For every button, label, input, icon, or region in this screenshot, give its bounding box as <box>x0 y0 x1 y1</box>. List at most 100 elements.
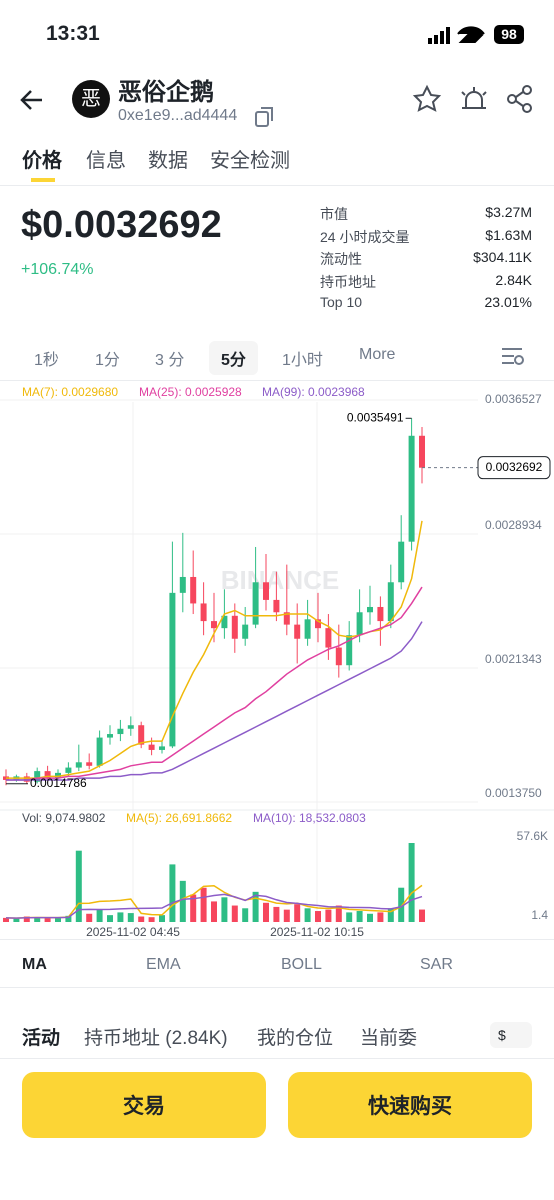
stat-value: $1.63M <box>485 226 532 243</box>
volume-bar <box>356 911 363 922</box>
volume-bar <box>263 902 269 922</box>
candle-body <box>86 762 93 766</box>
back-button[interactable] <box>18 86 46 114</box>
token-name: 恶俗企鹅 <box>118 79 214 106</box>
volume-bar <box>346 912 353 922</box>
volume-bar <box>117 912 124 922</box>
volume-bar <box>3 917 9 922</box>
copy-icon[interactable] <box>254 106 276 128</box>
interval[interactable]: 1小时 <box>282 352 323 369</box>
candle-body <box>200 603 207 622</box>
volume-bar <box>283 909 290 922</box>
volume-bar <box>335 905 342 922</box>
indicator[interactable]: SAR <box>420 956 453 973</box>
volume-bar <box>169 864 176 922</box>
stat-label: 流动性 <box>320 251 362 267</box>
interval[interactable]: 5分 <box>209 341 258 375</box>
interval[interactable]: 1分 <box>95 352 120 369</box>
volume-bar <box>34 917 41 922</box>
candle-body <box>34 771 41 782</box>
battery: 98 <box>494 25 524 44</box>
candle-body <box>387 582 394 622</box>
volume-tick-label: 57.6K <box>517 829 548 843</box>
volume-bar <box>148 917 155 922</box>
volume-bar <box>419 909 425 922</box>
candle-body <box>367 606 373 613</box>
currency-toggle[interactable]: $ <box>490 1022 532 1048</box>
interval[interactable]: 3 分 <box>155 352 185 369</box>
candle-body <box>335 647 342 666</box>
last-price-box <box>477 456 551 480</box>
volume-bar <box>190 894 197 922</box>
tab-indicator <box>31 178 55 182</box>
time: 13:31 <box>46 22 100 45</box>
tab[interactable]: 信息 <box>86 150 126 172</box>
candle-body <box>169 592 176 747</box>
volume-legend: MA(10): 18,532.0803 <box>253 811 366 825</box>
candle-body <box>377 606 384 622</box>
last-price-label: 0.0032692 <box>486 460 543 474</box>
volume-ma-line <box>5 884 423 919</box>
low-label: 0.0014786 <box>30 776 87 790</box>
ma-line <box>6 621 423 781</box>
volume-bar <box>242 908 249 922</box>
bottom-tab[interactable]: 我的仓位 <box>257 1028 334 1049</box>
avatar: 恶 <box>72 80 110 118</box>
candle-body <box>408 435 415 542</box>
volume-bar <box>252 891 259 922</box>
price-change: +106.74% <box>21 261 94 278</box>
candle-body <box>23 776 30 782</box>
bottom-tab[interactable]: 活动 <box>22 1028 61 1049</box>
watermark: BINANCE <box>221 565 339 595</box>
interval[interactable]: 1秒 <box>34 352 59 369</box>
volume-bar <box>86 913 93 922</box>
stat-label: 持币地址 <box>320 273 376 290</box>
indicator[interactable]: BOLL <box>281 956 322 973</box>
volume-bar <box>398 887 405 922</box>
stat-label: 24 小时成交量 <box>320 228 410 245</box>
volume-bar <box>325 909 332 922</box>
y-tick-label: 0.0013750 <box>485 786 542 800</box>
stat-value: $3.27M <box>485 204 532 220</box>
candle-body <box>346 635 353 666</box>
volume-bar <box>231 905 238 922</box>
indicator[interactable]: EMA <box>146 956 181 973</box>
y-tick-label: 0.0021343 <box>485 652 542 666</box>
volume-bar <box>273 906 280 922</box>
volume-bar <box>211 901 217 922</box>
candle-body <box>117 728 124 735</box>
candle-body <box>159 746 165 750</box>
volume-bar <box>377 912 384 922</box>
candle-body <box>211 621 217 629</box>
indicator[interactable]: MA <box>22 956 47 973</box>
signal-wifi <box>428 26 485 44</box>
chart-settings[interactable] <box>500 344 526 368</box>
tab[interactable]: 数据 <box>148 150 188 172</box>
divider <box>0 987 554 988</box>
volume-legend: Vol: 9,074.9802 <box>22 811 106 825</box>
candle-body <box>107 734 113 738</box>
quick-buy-button[interactable]: 快速购买 <box>288 1072 532 1138</box>
divider <box>0 185 554 186</box>
bottom-tab[interactable]: 当前委 <box>360 1028 418 1049</box>
volume-bar <box>107 915 113 922</box>
tab[interactable]: 安全检测 <box>210 150 290 172</box>
legend-entry: MA(25): 0.0025928 <box>139 385 242 399</box>
candle-body <box>294 624 301 639</box>
candle-body <box>148 744 155 750</box>
volume-bar <box>127 913 134 922</box>
bottom-tab[interactable]: 持币地址 (2.84K) <box>84 1028 228 1049</box>
tab[interactable]: 价格 <box>22 150 62 172</box>
header-actions[interactable] <box>412 84 536 114</box>
volume-bar <box>23 916 30 922</box>
trade-button[interactable]: 交易 <box>22 1072 266 1138</box>
volume-bar <box>138 916 145 922</box>
volume-bar <box>367 913 373 922</box>
volume-legend: MA(5): 26,691.8662 <box>126 811 232 825</box>
interval[interactable]: More <box>359 346 396 363</box>
volume-bar <box>96 909 103 922</box>
candle-body <box>242 624 249 639</box>
x-tick-label: 2025-11-02 10:15 <box>270 925 364 939</box>
price: $0.0032692 <box>21 204 222 246</box>
